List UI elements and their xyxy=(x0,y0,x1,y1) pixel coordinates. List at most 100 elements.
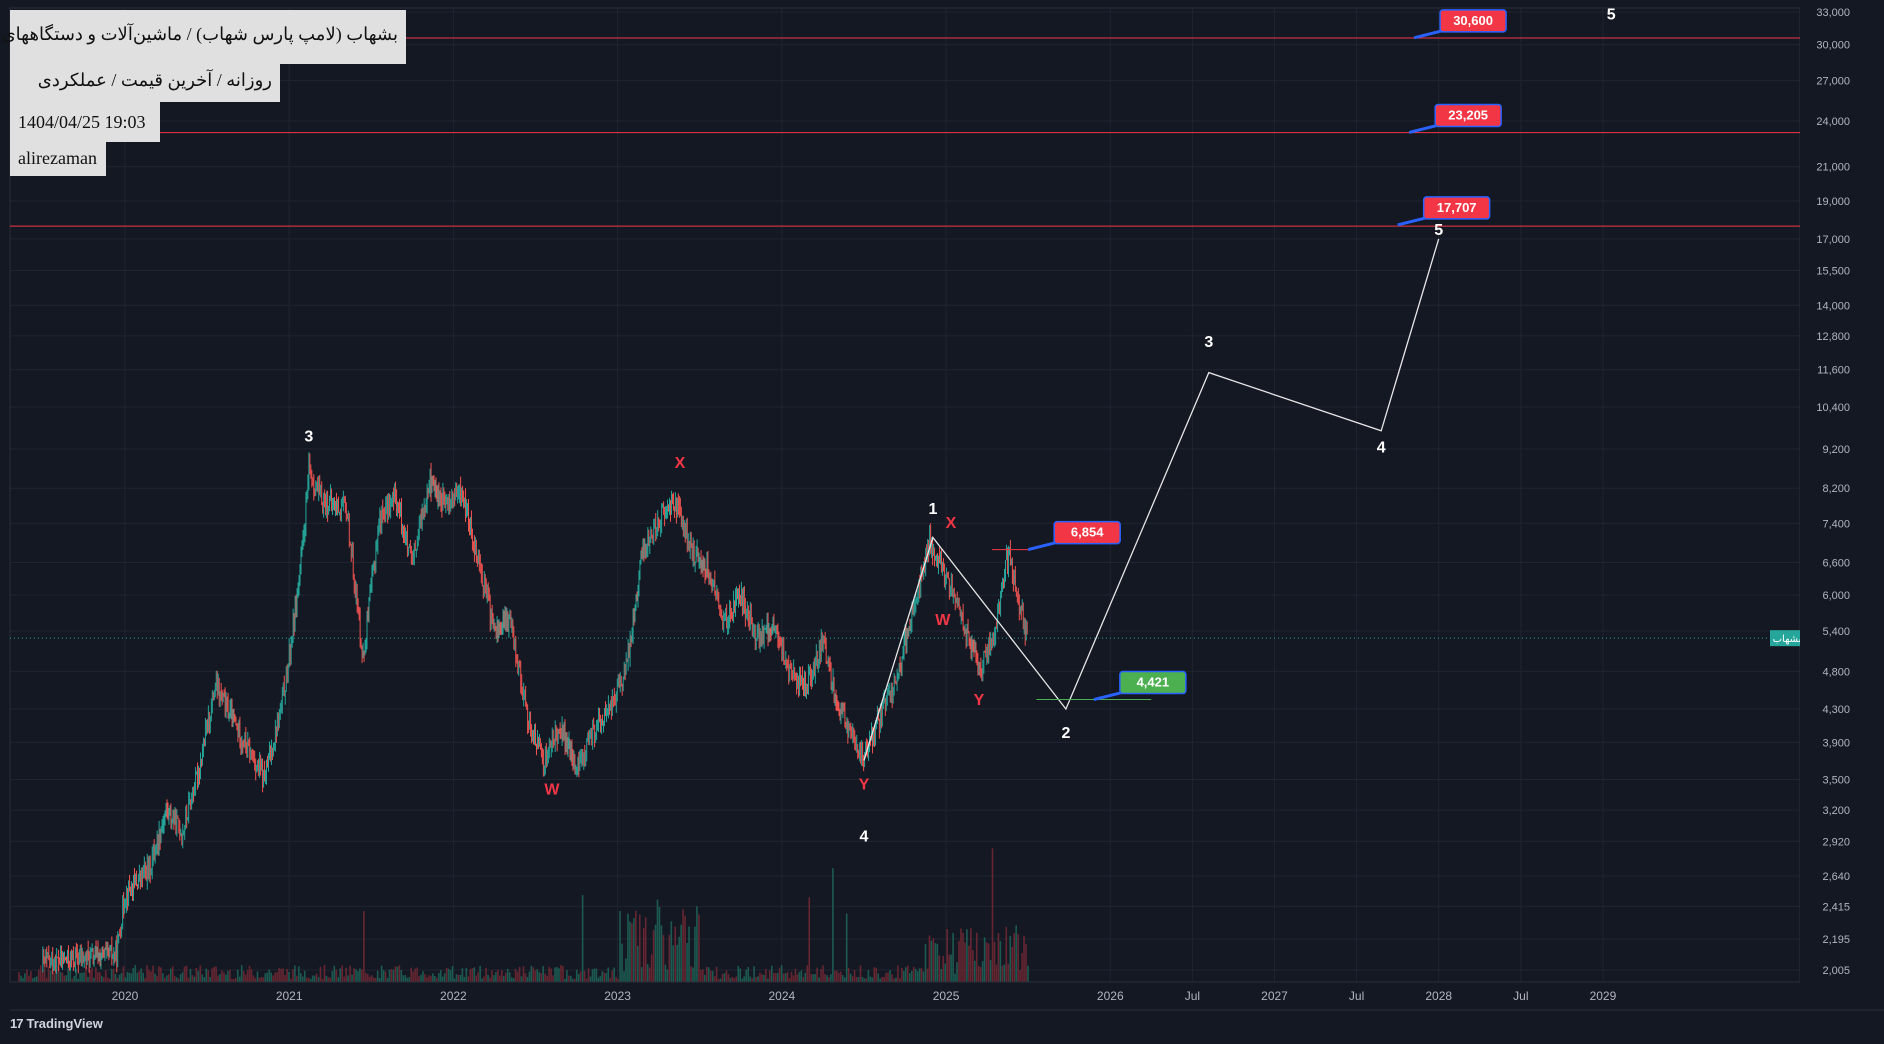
volume-bar xyxy=(197,970,200,982)
volume-bar xyxy=(43,968,46,982)
volume-bar xyxy=(347,975,349,982)
volume-bar xyxy=(307,977,310,982)
volume-bar xyxy=(812,974,814,982)
volume-bar xyxy=(648,967,651,982)
volume-bar xyxy=(301,976,304,982)
volume-bar xyxy=(59,972,62,982)
volume-bar xyxy=(954,973,956,982)
volume-bar xyxy=(53,972,56,982)
volume-bar xyxy=(489,977,491,982)
volume-bar xyxy=(926,968,929,982)
volume-bar xyxy=(609,978,612,982)
volume-bar xyxy=(300,973,302,982)
volume-bar xyxy=(510,977,513,982)
y-tick-label: 4,300 xyxy=(1822,704,1850,716)
volume-bar xyxy=(167,974,170,982)
price-callouts[interactable]: 30,600 23,205 17,707 6,854 4,421 xyxy=(1027,9,1507,701)
volume-bar xyxy=(841,975,844,982)
volume-bar xyxy=(274,972,276,982)
volume-bar xyxy=(319,966,322,982)
y-tick-label: 14,000 xyxy=(1816,300,1850,312)
volume-bar xyxy=(457,974,460,982)
volume-bar xyxy=(122,966,125,982)
x-tick-label: Jul xyxy=(1349,989,1364,1003)
volume-bar xyxy=(388,969,391,982)
volume-bar xyxy=(938,955,941,982)
y-tick-label: 2,005 xyxy=(1822,965,1850,977)
volume-bar xyxy=(769,970,771,982)
y-tick-label: 2,920 xyxy=(1822,836,1850,848)
volume-bar xyxy=(290,978,292,982)
wave-label: X xyxy=(946,515,957,532)
volume-bar xyxy=(828,977,830,982)
volume-bar xyxy=(668,934,671,982)
volume-bar xyxy=(491,970,493,982)
volume-bar xyxy=(471,968,474,982)
volume-bar xyxy=(396,966,399,982)
volume-bar xyxy=(707,967,710,982)
volume-bar xyxy=(268,969,271,982)
volume-bar xyxy=(997,933,1000,982)
volume-bar xyxy=(81,972,83,982)
volume-bar xyxy=(65,975,68,982)
y-tick-label: 6,600 xyxy=(1822,557,1850,569)
volume-bar xyxy=(975,932,978,982)
volume-bar xyxy=(487,974,489,982)
volume-bar xyxy=(242,971,245,982)
volume-bar xyxy=(936,943,939,982)
volume-bar xyxy=(550,968,552,982)
volume-bar xyxy=(416,967,418,982)
volume-bar xyxy=(589,976,592,982)
wave-label: 1 xyxy=(928,501,937,518)
volume-bar xyxy=(193,976,196,982)
volume-bar xyxy=(370,975,373,982)
volume-bar xyxy=(910,970,913,982)
volume-bar xyxy=(719,978,722,982)
volume-bar xyxy=(857,977,860,982)
volume-bar xyxy=(497,969,499,982)
tradingview-brand[interactable]: 17 TradingView xyxy=(10,1016,103,1031)
volume-bar xyxy=(325,975,328,982)
volume-bar xyxy=(205,968,208,982)
volume-bar xyxy=(804,972,807,982)
volume-bar xyxy=(398,965,401,982)
volume-bar xyxy=(26,969,28,982)
volume-bar xyxy=(914,968,917,982)
volume-bar xyxy=(893,978,895,982)
volume-bar xyxy=(181,972,184,982)
volume-bar xyxy=(741,978,744,982)
y-axis-bg xyxy=(1800,0,1884,1010)
volume-bar xyxy=(871,977,874,982)
wave-label: Y xyxy=(859,776,870,793)
wave-label: 4 xyxy=(1377,440,1386,457)
volume-bar xyxy=(897,965,899,982)
volume-bar xyxy=(638,914,641,982)
volume-bar xyxy=(564,978,566,982)
x-tick-label: Jul xyxy=(1513,989,1528,1003)
volume-bar xyxy=(250,969,253,982)
volume-bar xyxy=(607,967,610,982)
volume-bar xyxy=(175,977,178,982)
volume-bar xyxy=(191,975,194,982)
volume-bar xyxy=(822,965,824,982)
callout-label: 6,854 xyxy=(1071,525,1104,540)
y-axis[interactable]: 33,000 30,000 27,000 24,000 21,000 19,000 17,0… xyxy=(1800,0,1884,1010)
volume-bar xyxy=(240,965,243,982)
volume-bar xyxy=(343,976,345,982)
volume-bar xyxy=(999,941,1002,982)
volume-bar xyxy=(526,976,529,982)
y-tick-label: 15,500 xyxy=(1816,265,1850,277)
volume-bar xyxy=(845,913,848,982)
volume-bar xyxy=(581,895,584,982)
volume-bar xyxy=(544,973,546,982)
volume-bar xyxy=(875,967,878,982)
volume-bar xyxy=(877,973,880,982)
volume-bar xyxy=(905,967,907,982)
volume-bar xyxy=(361,969,363,982)
volume-bar xyxy=(221,970,223,982)
volume-bar xyxy=(703,974,706,982)
volume-bar xyxy=(546,975,548,982)
x-axis[interactable]: 2020 2021 2022 2023 2024 2025 2026 Jul 2027 Jul 20… xyxy=(10,981,1884,1011)
volume-bar xyxy=(849,973,852,982)
